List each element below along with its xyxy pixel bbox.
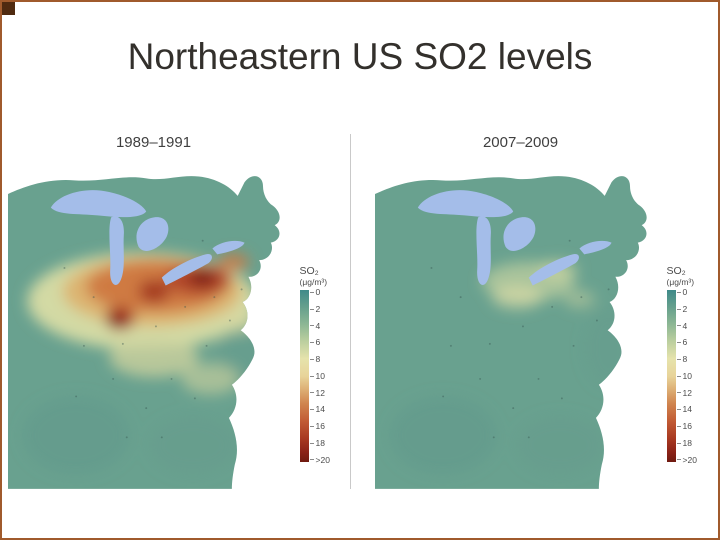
panel-label-2007-2009: 2007–2009: [482, 134, 559, 151]
panel-2007-2009: 2007–2009: [374, 134, 713, 489]
map-comparison-row: 1989–1991: [2, 134, 718, 489]
legend-tick: 2: [310, 305, 330, 314]
color-gradient-bar: [299, 290, 309, 462]
so2-color-scale: SO₂ (μg/m³) 0 2 4 6 8 10 12 14: [299, 265, 346, 489]
legend-tick: 10: [677, 372, 697, 381]
legend-tick: 4: [310, 321, 330, 331]
monitoring-station-dots: [62, 239, 243, 439]
legend-tick: 14: [310, 405, 330, 414]
panel-1989-1991: 1989–1991: [7, 134, 351, 489]
lake-superior-shape: [417, 190, 513, 218]
lake-erie-shape: [161, 253, 212, 286]
legend-tick: 12: [310, 388, 330, 398]
lake-ontario-shape: [578, 240, 612, 255]
lake-huron-shape: [135, 217, 168, 251]
legend-tick: 0: [677, 288, 697, 297]
monitoring-station-dots: [429, 239, 610, 439]
lake-michigan-shape: [108, 216, 124, 285]
legend-ticks: 0 2 4 6 8 10 12 14 16 18 >20: [310, 288, 330, 464]
legend-ticks: 0 2 4 6 8 10 12 14 16 18 >20: [677, 288, 697, 464]
legend-tick: 8: [310, 355, 330, 364]
so2-color-scale: SO₂ (μg/m³) 0 2 4 6 8 10 12 14: [666, 265, 713, 489]
legend-tick: 10: [310, 372, 330, 381]
legend-tick: 6: [310, 338, 330, 347]
legend-title: SO₂: [666, 265, 686, 277]
lake-erie-shape: [528, 253, 579, 286]
lake-superior-shape: [50, 190, 146, 218]
so2-map-2007-2009: [374, 176, 647, 489]
great-lakes: [50, 190, 245, 286]
color-gradient-bar: [666, 290, 676, 462]
legend-tick: 8: [677, 355, 697, 364]
so2-map-1989-1991: [7, 176, 280, 489]
legend-tick: 6: [677, 338, 697, 347]
legend-tick: 16: [310, 422, 330, 431]
panel-label-1989-1991: 1989–1991: [115, 134, 192, 151]
great-lakes: [417, 190, 612, 286]
slide-title: Northeastern US SO2 levels: [127, 36, 593, 77]
legend-tick: >20: [310, 455, 330, 465]
lake-michigan-shape: [475, 216, 491, 285]
legend-tick: 18: [310, 439, 330, 448]
legend-tick: 16: [677, 422, 697, 431]
legend-tick: 2: [677, 305, 697, 314]
legend-units: (μg/m³): [299, 277, 328, 287]
lake-ontario-shape: [211, 240, 245, 255]
legend-tick: 4: [677, 321, 697, 331]
legend-units: (μg/m³): [666, 277, 695, 287]
legend-tick: 18: [677, 439, 697, 448]
legend-tick: >20: [677, 455, 697, 465]
legend-tick: 0: [310, 288, 330, 297]
slide-corner-ornament: [2, 2, 15, 15]
legend-title: SO₂: [299, 265, 319, 277]
legend-tick: 12: [677, 388, 697, 398]
legend-tick: 14: [677, 405, 697, 414]
lake-huron-shape: [502, 217, 535, 251]
